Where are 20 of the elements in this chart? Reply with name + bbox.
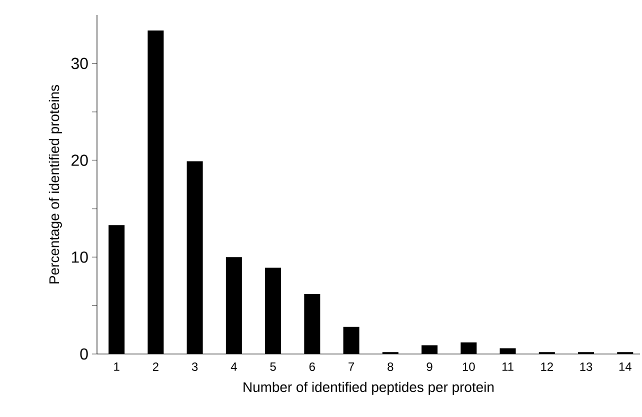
y-tick-label: 30: [71, 58, 88, 70]
x-tick-label: 5: [270, 362, 276, 371]
x-tick-label: 9: [426, 362, 432, 371]
y-tick-label: 0: [80, 348, 88, 360]
y-tick-label: 10: [72, 252, 88, 263]
x-tick-label: 11: [502, 362, 514, 371]
y-tick-label: 20: [72, 154, 88, 166]
x-axis-title: Number of identified peptides per protein: [244, 382, 494, 395]
x-tick-label: 12: [541, 362, 553, 371]
x-tick-label: 13: [580, 362, 592, 371]
x-tick-label: 1: [114, 362, 120, 371]
x-tick-label: 6: [309, 362, 315, 371]
x-tick-label: 4: [230, 362, 237, 371]
x-tick-label: 2: [152, 362, 158, 371]
x-tick-label: 8: [388, 362, 394, 371]
x-tick-label: 3: [192, 362, 198, 371]
x-tick-label: 14: [619, 362, 632, 371]
x-tick-label: 7: [348, 362, 354, 371]
y-axis-title: Percentage of identified proteins: [48, 85, 62, 284]
x-tick-label: 10: [462, 362, 475, 371]
